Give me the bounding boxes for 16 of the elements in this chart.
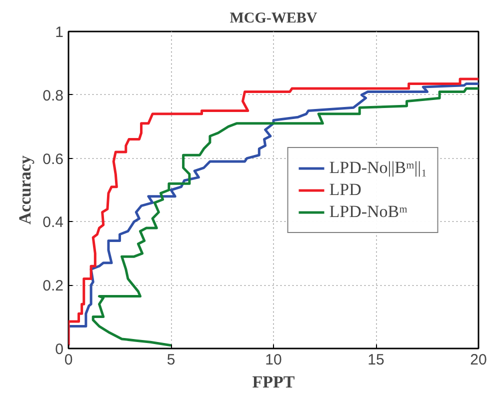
y-tick-label: 0.8 [42, 87, 64, 104]
y-tick-label: 0.6 [42, 150, 64, 168]
y-tick-label: 1 [55, 24, 64, 41]
y-tick-label: 0.4 [42, 214, 64, 232]
y-tick-label: 0 [55, 341, 64, 358]
x-axis-title: FPPT [252, 372, 296, 392]
x-tick-label: 10 [265, 352, 282, 368]
chart-title: MCG-WEBV [230, 10, 318, 26]
y-axis-title: Accuracy [16, 155, 35, 224]
legend-label: LPD [329, 180, 362, 200]
y-tick-label: 0.2 [42, 278, 64, 295]
x-tick-label: 20 [470, 352, 487, 368]
legend-label: LPD-NoBᵐ [329, 202, 408, 222]
x-tick-label: 5 [166, 352, 176, 368]
x-tick-label: 15 [368, 352, 384, 368]
legend-label: LPD-No||Bᵐ||₁ [329, 158, 427, 178]
